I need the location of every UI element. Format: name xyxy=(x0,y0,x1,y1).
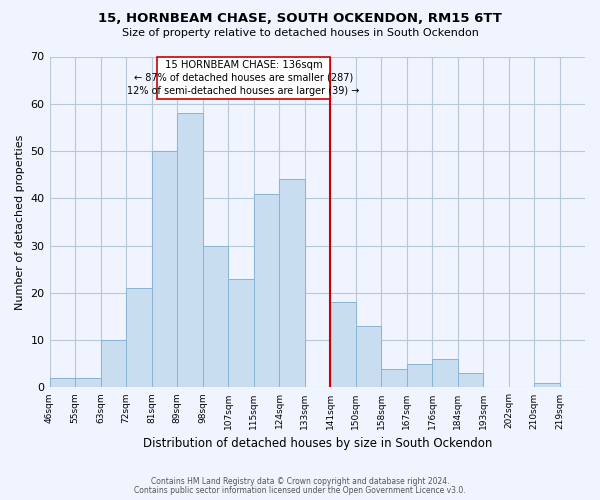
Text: Contains HM Land Registry data © Crown copyright and database right 2024.: Contains HM Land Registry data © Crown c… xyxy=(151,477,449,486)
Bar xyxy=(407,364,432,388)
Text: 15, HORNBEAM CHASE, SOUTH OCKENDON, RM15 6TT: 15, HORNBEAM CHASE, SOUTH OCKENDON, RM15… xyxy=(98,12,502,26)
Text: 12% of semi-detached houses are larger (39) →: 12% of semi-detached houses are larger (… xyxy=(127,86,359,96)
Bar xyxy=(254,194,279,388)
Bar xyxy=(356,326,381,388)
Bar xyxy=(152,151,177,388)
Bar xyxy=(279,180,305,388)
Bar xyxy=(203,246,228,388)
Text: Size of property relative to detached houses in South Ockendon: Size of property relative to detached ho… xyxy=(122,28,478,38)
Bar xyxy=(101,340,126,388)
Text: 15 HORNBEAM CHASE: 136sqm: 15 HORNBEAM CHASE: 136sqm xyxy=(164,60,322,70)
Bar xyxy=(228,278,254,388)
Text: Contains public sector information licensed under the Open Government Licence v3: Contains public sector information licen… xyxy=(134,486,466,495)
Bar xyxy=(534,382,560,388)
Bar xyxy=(381,368,407,388)
Bar xyxy=(177,113,203,388)
FancyBboxPatch shape xyxy=(157,56,330,99)
Bar xyxy=(126,288,152,388)
Text: ← 87% of detached houses are smaller (287): ← 87% of detached houses are smaller (28… xyxy=(134,73,353,83)
Bar xyxy=(432,359,458,388)
Bar xyxy=(75,378,101,388)
Bar xyxy=(50,378,75,388)
Y-axis label: Number of detached properties: Number of detached properties xyxy=(15,134,25,310)
X-axis label: Distribution of detached houses by size in South Ockendon: Distribution of detached houses by size … xyxy=(143,437,492,450)
Bar xyxy=(330,302,356,388)
Bar xyxy=(458,373,483,388)
